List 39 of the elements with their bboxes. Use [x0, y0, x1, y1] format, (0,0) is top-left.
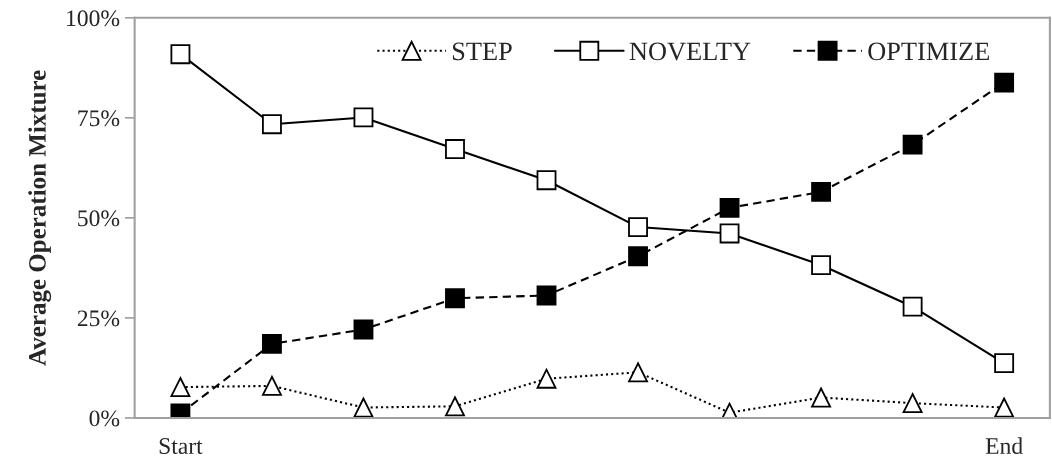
point: [445, 139, 465, 159]
point: [262, 375, 282, 396]
y-axis-title: Average Operation Mixture: [28, 70, 52, 366]
legend-label: NOVELTY: [629, 42, 751, 61]
point: [170, 377, 191, 398]
point: [994, 353, 1015, 374]
point: [445, 288, 465, 309]
point: [628, 246, 648, 267]
point: [811, 387, 832, 408]
point: [353, 397, 374, 418]
point: [902, 134, 923, 155]
x-tick-label: Start: [159, 438, 203, 454]
point: [902, 296, 923, 317]
y-tick-label: 0%: [89, 410, 120, 427]
point: [719, 223, 740, 244]
point: [994, 397, 1015, 418]
y-tick-label: 50%: [78, 210, 120, 227]
legend-label: OPTIMIZE: [868, 42, 989, 61]
point: [628, 217, 648, 237]
point: [445, 396, 465, 417]
point: [902, 393, 923, 414]
point: [353, 107, 374, 128]
legend-label: STEP: [452, 42, 512, 61]
point: [170, 44, 191, 65]
point: [262, 114, 282, 135]
point: [536, 170, 557, 191]
point: [262, 333, 282, 354]
point: [628, 362, 648, 383]
y-tick-label: 75%: [78, 110, 120, 127]
point: [811, 255, 832, 276]
point: [536, 285, 557, 306]
point: [811, 181, 832, 202]
point: [719, 197, 740, 218]
y-tick-label: 25%: [77, 310, 120, 327]
y-tick-label: 100%: [67, 10, 120, 27]
point: [353, 319, 374, 340]
point: [994, 72, 1015, 93]
x-tick-label: End: [985, 437, 1023, 454]
point: [536, 368, 557, 389]
